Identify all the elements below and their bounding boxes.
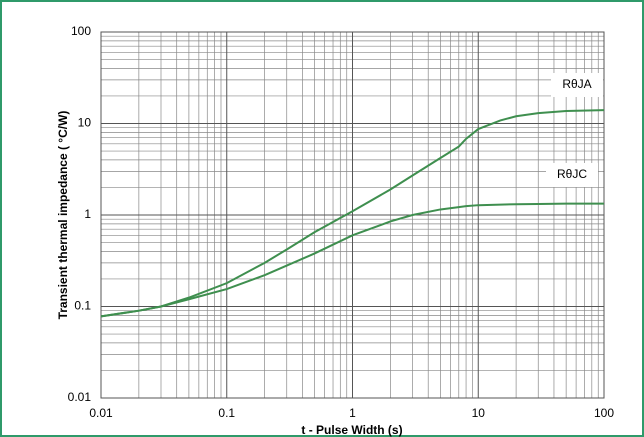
x-tick-label: 1 (349, 406, 356, 420)
y-tick-label: 1 (84, 207, 91, 221)
series-label: RθJC (557, 167, 587, 181)
y-tick-label: 0.1 (74, 299, 91, 313)
series-line (100, 109, 605, 318)
y-tick-label: 0.01 (68, 390, 92, 404)
x-tick-label: 0.01 (89, 406, 113, 420)
y-tick-label: 10 (78, 116, 92, 130)
series-label-box (551, 73, 603, 97)
y-axis-label: Transient thermal impedance ( °C/W) (56, 111, 70, 320)
x-tick-label: 0.1 (218, 406, 235, 420)
series-label-box (546, 163, 598, 187)
plot-border (100, 31, 605, 399)
series-line (100, 202, 604, 318)
series-label: RθJA (562, 77, 591, 91)
x-axis-label: t - Pulse Width (s) (301, 423, 402, 437)
x-tick-label: 10 (472, 406, 486, 420)
y-tick-label: 100 (71, 24, 91, 38)
x-tick-label: 100 (594, 406, 614, 420)
